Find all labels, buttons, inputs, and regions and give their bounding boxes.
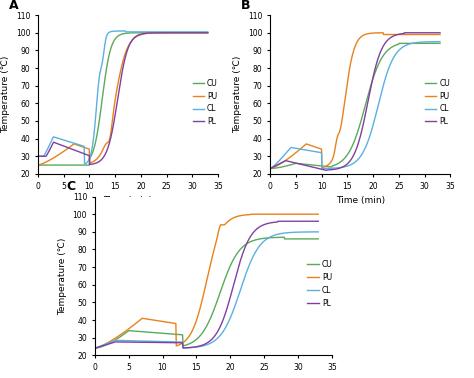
Y-axis label: Temperature (℃): Temperature (℃) — [58, 237, 67, 314]
Legend: CU, PU, CL, PL: CU, PU, CL, PL — [308, 260, 333, 308]
Text: A: A — [9, 0, 19, 12]
Legend: CU, PU, CL, PL: CU, PU, CL, PL — [192, 79, 218, 126]
Legend: CU, PU, CL, PL: CU, PU, CL, PL — [425, 79, 450, 126]
Y-axis label: Temperature (℃): Temperature (℃) — [234, 56, 243, 133]
Text: C: C — [66, 180, 75, 193]
X-axis label: Time (min): Time (min) — [336, 196, 385, 205]
Y-axis label: Temperature (℃): Temperature (℃) — [1, 56, 10, 133]
Text: B: B — [241, 0, 251, 12]
X-axis label: Time (min): Time (min) — [103, 196, 153, 205]
